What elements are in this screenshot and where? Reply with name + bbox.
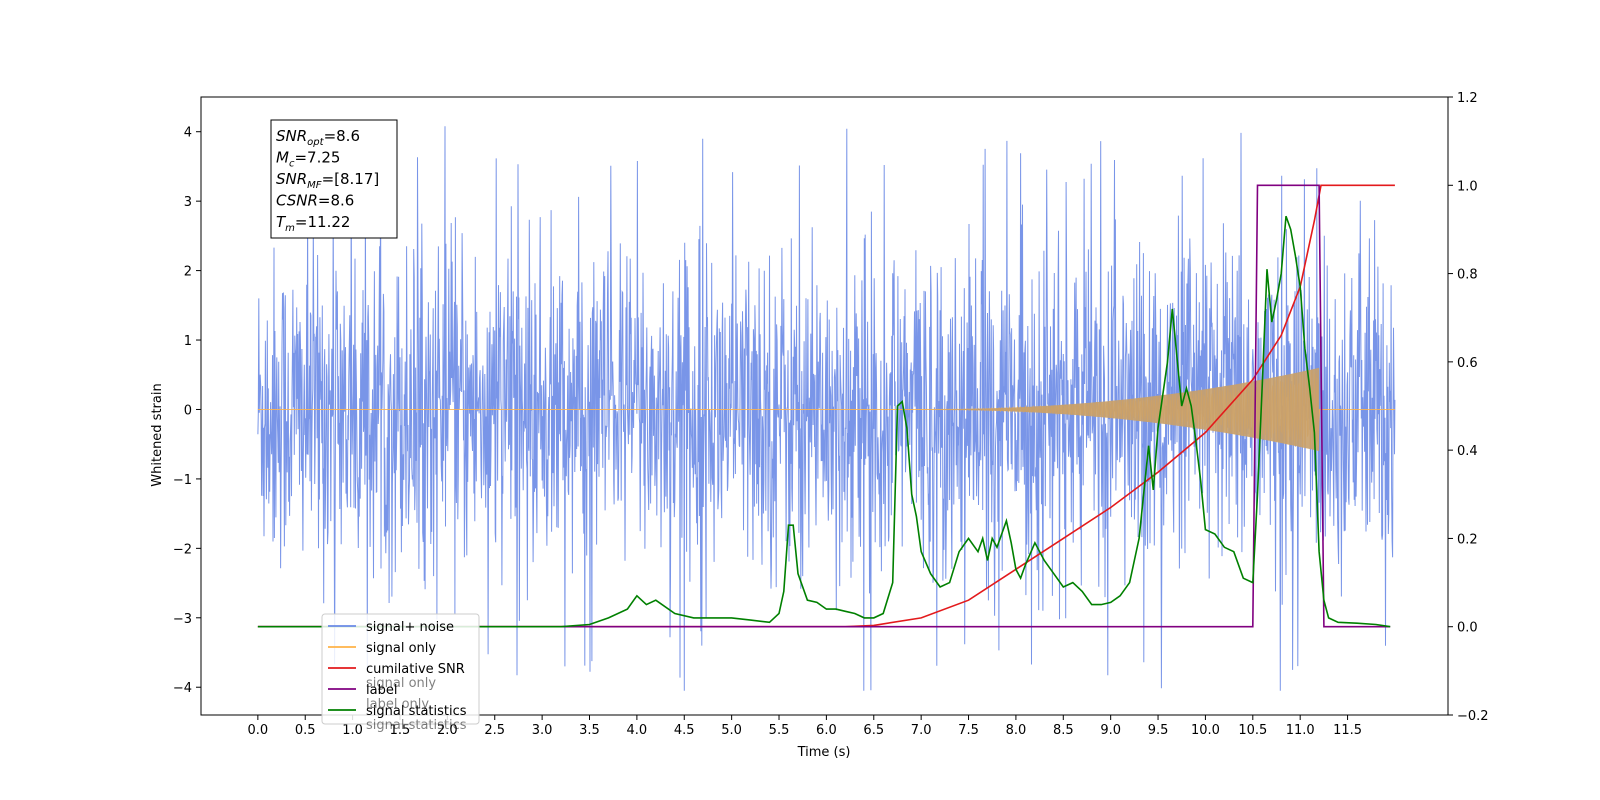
legend-ghost-label: signal only bbox=[366, 676, 436, 691]
stat-symbol: SNR bbox=[276, 127, 307, 145]
y-tick-label: −2 bbox=[173, 542, 192, 557]
x-tick-label: 5.0 bbox=[721, 723, 742, 738]
stat-line: Tm=11.22 bbox=[276, 213, 350, 234]
stat-subscript: m bbox=[285, 223, 295, 234]
x-axis: 0.0 0.5 1.0 1.5 2.0 2.5 3.0 3.5 4.0 4.5 5.0 5.5 6.0 6… bbox=[248, 715, 1362, 738]
stat-value: =8.6 bbox=[324, 127, 360, 145]
y-tick-label: 4 bbox=[184, 126, 192, 141]
x-tick-label: 1.5 bbox=[390, 723, 411, 738]
signal-plus-noise-line bbox=[257, 124, 1396, 691]
x-axis-label: Time (s) bbox=[797, 745, 851, 760]
stat-symbol: SNR bbox=[276, 170, 307, 188]
right-axis-series bbox=[257, 184, 1395, 628]
x-tick-label: 2.5 bbox=[484, 723, 505, 738]
x-tick-label: 5.5 bbox=[769, 723, 790, 738]
cumilative-snr-line bbox=[257, 184, 1395, 628]
stat-line: SNRMF=[8.17] bbox=[276, 170, 379, 191]
signal-only-envelope bbox=[911, 367, 1320, 452]
x-tick-label: 7.0 bbox=[911, 723, 932, 738]
legend-label: signal only bbox=[366, 641, 436, 656]
y2-tick-label: 1.2 bbox=[1457, 91, 1478, 106]
stat-symbol: CSNR bbox=[276, 192, 318, 210]
stats-box-frame bbox=[270, 119, 398, 239]
x-tick-label: 11.5 bbox=[1333, 723, 1362, 738]
y2-tick-label: 0.8 bbox=[1457, 268, 1478, 283]
x-tick-label: 9.5 bbox=[1148, 723, 1169, 738]
stat-value: =7.25 bbox=[294, 149, 340, 167]
x-tick-label: 0.0 bbox=[248, 723, 269, 738]
x-tick-label: 4.0 bbox=[627, 723, 648, 738]
series-signal-plus-noise bbox=[257, 124, 1396, 691]
legend-ghost-label: signal statistics bbox=[366, 718, 467, 733]
stats-box: SNRopt=8.6Mc=7.25SNRMF=[8.17]CSNR=8.6Tm=… bbox=[270, 119, 398, 239]
stat-symbol: M bbox=[276, 149, 289, 167]
x-tick-label: 8.0 bbox=[1006, 723, 1027, 738]
x-tick-label: 7.5 bbox=[958, 723, 979, 738]
y2-tick-label: 1.0 bbox=[1457, 179, 1478, 194]
y-axis-left: −4 −3 −2 −1 0 1 2 3 4 bbox=[173, 126, 201, 696]
x-tick-label: 4.5 bbox=[674, 723, 695, 738]
plot-frame bbox=[200, 96, 1449, 716]
stat-subscript: opt bbox=[307, 137, 324, 148]
stat-line: SNRopt=8.6 bbox=[276, 127, 360, 148]
x-tick-label: 10.5 bbox=[1238, 723, 1267, 738]
y-tick-label: 0 bbox=[184, 403, 192, 418]
x-tick-label: 3.0 bbox=[532, 723, 553, 738]
y2-tick-label: 0.2 bbox=[1457, 532, 1478, 547]
x-tick-label: 2.0 bbox=[437, 723, 458, 738]
y2-tick-label: −0.2 bbox=[1457, 709, 1489, 724]
x-tick-label: 3.5 bbox=[579, 723, 600, 738]
legend-ghost-label: label only bbox=[366, 697, 429, 712]
y-tick-label: 2 bbox=[184, 265, 192, 280]
legend-label: cumilative SNR bbox=[366, 662, 465, 677]
stat-value: =[8.17] bbox=[322, 170, 380, 188]
stat-line: CSNR=8.6 bbox=[276, 192, 354, 210]
legend-frame bbox=[321, 613, 480, 725]
legend-label: signal statistics bbox=[366, 704, 467, 719]
y-tick-label: −3 bbox=[173, 612, 192, 627]
y-axis-label: Whitened strain bbox=[150, 383, 165, 486]
stat-subscript: MF bbox=[307, 180, 322, 191]
y-tick-label: 3 bbox=[184, 195, 192, 210]
label-line bbox=[257, 184, 1391, 628]
stat-value: =8.6 bbox=[318, 192, 354, 210]
legend-label: signal+ noise bbox=[366, 620, 454, 635]
x-tick-label: 6.5 bbox=[863, 723, 884, 738]
stat-symbol: T bbox=[276, 213, 287, 231]
stat-subscript: c bbox=[289, 159, 295, 170]
legend-label: label bbox=[366, 683, 397, 698]
y-tick-label: −1 bbox=[173, 473, 192, 488]
signal-statistics-line bbox=[257, 215, 1391, 628]
stat-value: =11.22 bbox=[295, 213, 351, 231]
y2-tick-label: 0.0 bbox=[1457, 621, 1478, 636]
x-tick-label: 10.0 bbox=[1191, 723, 1220, 738]
y-tick-label: 1 bbox=[184, 334, 192, 349]
x-tick-label: 0.5 bbox=[295, 723, 316, 738]
x-tick-label: 8.5 bbox=[1053, 723, 1074, 738]
x-tick-label: 1.0 bbox=[342, 723, 363, 738]
x-tick-label: 9.0 bbox=[1100, 723, 1121, 738]
x-tick-label: 6.0 bbox=[816, 723, 837, 738]
y2-tick-label: 0.6 bbox=[1457, 356, 1478, 371]
y-axis-right: −0.2 0.0 0.2 0.4 0.6 0.8 1.0 1.2 bbox=[1448, 91, 1489, 724]
y-tick-label: −4 bbox=[173, 681, 192, 696]
stat-line: Mc=7.25 bbox=[276, 149, 340, 170]
x-tick-label: 11.0 bbox=[1286, 723, 1315, 738]
y2-tick-label: 0.4 bbox=[1457, 444, 1478, 459]
series-signal-only bbox=[257, 367, 1395, 452]
